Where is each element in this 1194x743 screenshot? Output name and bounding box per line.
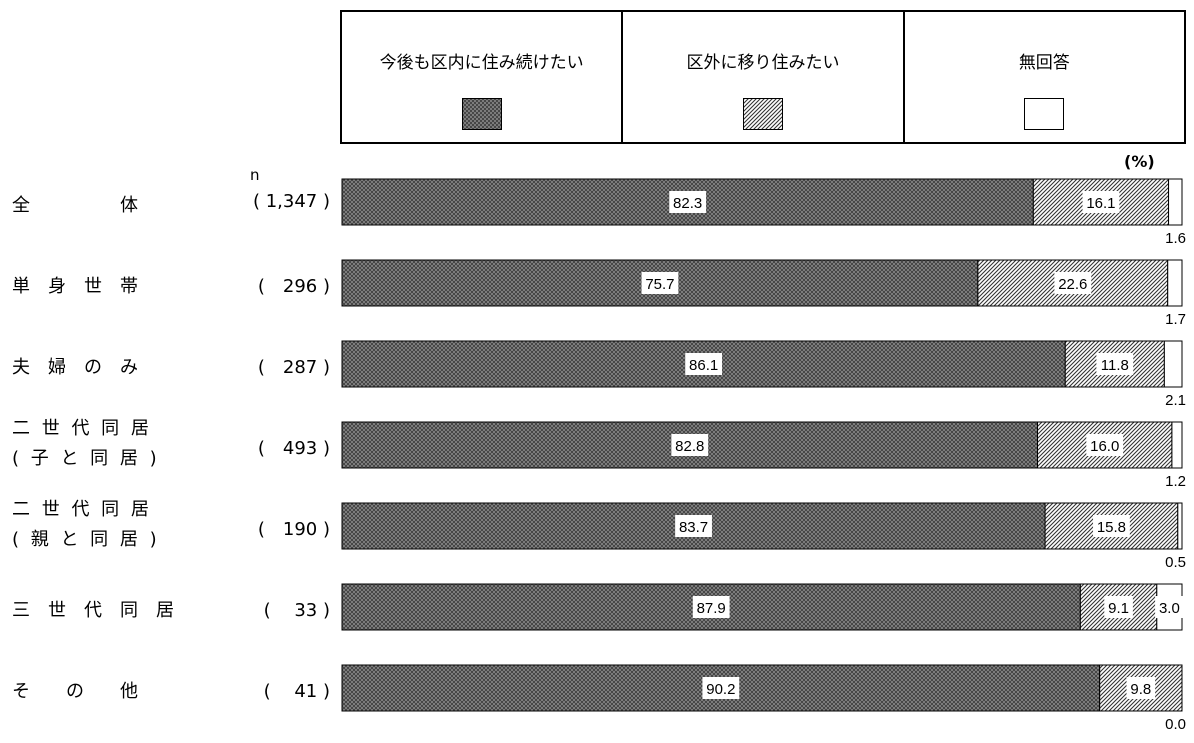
row-label: 単 身 世 帯 ( 296 ) [12, 260, 330, 320]
data-label: 15.8 [1097, 519, 1126, 536]
data-label-bg [692, 596, 730, 618]
row-n: ( 287 ) [257, 357, 330, 378]
row-label-line: ( 親 と 同 居 ) [12, 529, 160, 550]
legend-item-noanswer: 無回答 [905, 12, 1184, 142]
bar-segment-noanswer [1168, 178, 1183, 226]
data-label-bg [1126, 677, 1156, 699]
bar-segment-noanswer [1167, 259, 1183, 307]
row-label: 三 世 代 同 居 ( 33 ) [12, 584, 330, 644]
data-label: 16.1 [1086, 195, 1115, 212]
data-label: 87.9 [697, 600, 726, 617]
row-label: 夫 婦 の み ( 287 ) [12, 341, 330, 401]
row-label-line: 二 世 代 同 居 [12, 499, 152, 520]
data-label: 9.1 [1108, 600, 1129, 617]
bar-segment-noanswer [1177, 502, 1183, 550]
row-n: ( 33 ) [263, 600, 330, 621]
data-label-bg [1086, 434, 1124, 456]
row-label: そ の 他 ( 41 ) [12, 665, 330, 725]
data-label: 16.0 [1090, 438, 1119, 455]
data-label: 86.1 [689, 357, 718, 374]
row-label: 二 世 代 同 居 ( 親 と 同 居 ) ( 190 ) [12, 499, 330, 563]
data-label: 22.6 [1058, 276, 1087, 293]
data-label-bg [641, 272, 679, 294]
row-label-line: 単 身 世 帯 [12, 276, 138, 297]
data-label-outside: 1.7 [1165, 311, 1186, 328]
data-label-bg [1082, 191, 1120, 213]
legend-swatch-stay [461, 98, 502, 130]
data-label-outside: 2.1 [1165, 392, 1186, 409]
data-label-bg [702, 677, 740, 699]
row-n: ( 41 ) [263, 681, 330, 702]
data-label: 83.7 [679, 519, 708, 536]
n-header: n [250, 166, 260, 184]
data-label: 90.2 [706, 681, 735, 698]
row-n: ( 493 ) [257, 438, 330, 459]
data-label: 82.3 [673, 195, 702, 212]
bar-segment-noanswer [1163, 340, 1183, 388]
data-label-bg [675, 515, 712, 537]
legend-item-stay: 今後も区内に住み続けたい [342, 12, 624, 142]
row-label-line: そ の 他 [12, 681, 138, 702]
legend-label-noanswer: 無回答 [1018, 53, 1070, 73]
row-n: ( 190 ) [257, 519, 330, 540]
chart-legend: 今後も区内に住み続けたい 区外に移り住みたい 無回答 [340, 10, 1186, 144]
data-label-bg [671, 434, 709, 456]
data-label: 9.8 [1130, 681, 1151, 698]
bar-segment-noanswer [1171, 421, 1183, 469]
unit-label: (%) [1124, 152, 1155, 171]
data-label-bg [1054, 272, 1092, 294]
data-label-outside: 1.2 [1165, 473, 1186, 490]
bar-segment-stay [341, 340, 1066, 388]
data-label: 82.8 [675, 438, 704, 455]
bars-group: 82.3 16.1 1.6 75.7 22.6 1.7 86.1 11.8 2.1 82.8 16.… [341, 178, 1186, 733]
legend-label-move: 区外に移り住みたい [686, 53, 840, 73]
data-label: 3.0 [1159, 600, 1180, 617]
data-label-bg [669, 191, 707, 213]
legend-swatch-move [742, 98, 783, 130]
data-label-outside: 1.6 [1165, 230, 1186, 247]
row-label: 二 世 代 同 居 ( 子 と 同 居 ) ( 493 ) [12, 418, 330, 482]
row-label-line: ( 子 と 同 居 ) [12, 448, 160, 469]
data-label-bg [1104, 596, 1133, 618]
data-label-bg [685, 353, 723, 375]
row-n: ( 1,347 ) [252, 191, 330, 212]
row-label-line: 全 体 [12, 195, 138, 216]
legend-item-move: 区外に移り住みたい [623, 12, 905, 142]
row-label: 全 体 ( 1,347 ) [12, 179, 330, 239]
data-label-bg [1096, 353, 1134, 375]
data-label-outside: 0.5 [1165, 554, 1186, 571]
row-label-line: 三 世 代 同 居 [12, 600, 174, 621]
row-n: ( 296 ) [257, 276, 330, 297]
row-label-line: 二 世 代 同 居 [12, 418, 152, 439]
legend-swatch-noanswer [1024, 98, 1065, 130]
data-label-bg [1155, 596, 1184, 618]
data-label-outside: 0.0 [1165, 716, 1186, 733]
row-label-line: 夫 婦 の み [12, 357, 138, 378]
legend-label-stay: 今後も区内に住み続けたい [379, 53, 584, 73]
data-label: 75.7 [645, 276, 674, 293]
data-label: 11.8 [1101, 357, 1129, 374]
data-label-bg [1093, 515, 1130, 537]
